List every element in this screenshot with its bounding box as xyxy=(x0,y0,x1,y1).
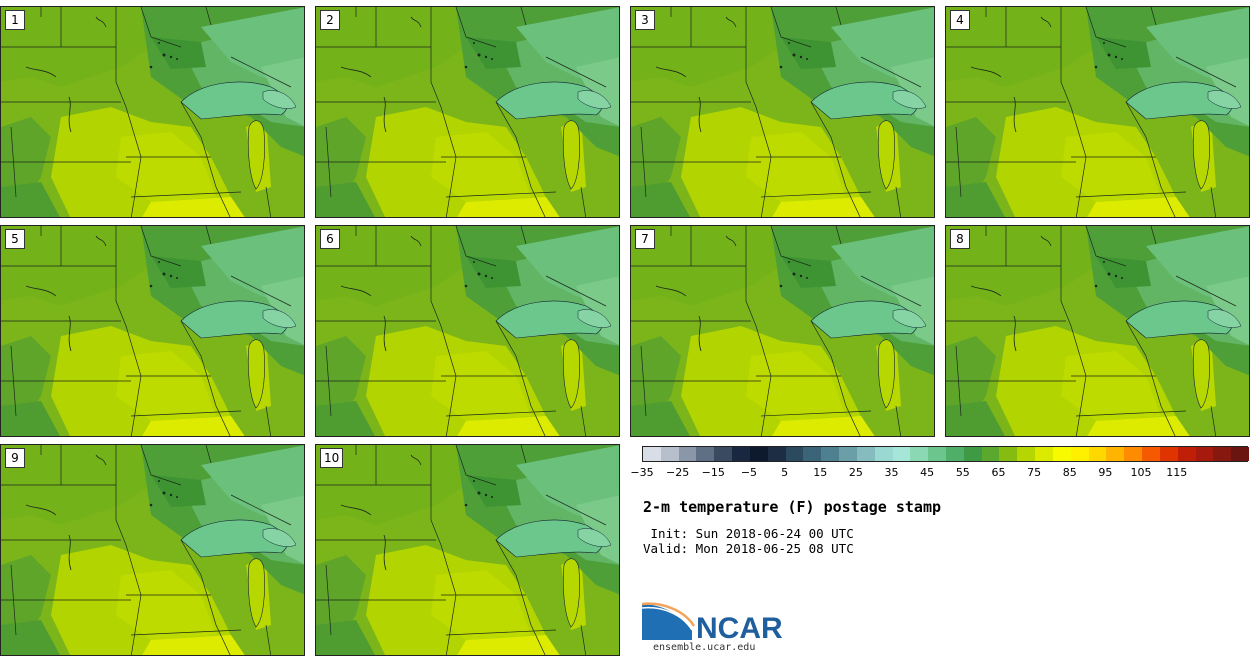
colorbar-swatch xyxy=(1213,447,1231,461)
colorbar-swatch xyxy=(875,447,893,461)
colorbar-swatch xyxy=(1106,447,1124,461)
colorbar-swatch xyxy=(1231,447,1249,461)
colorbar-swatch xyxy=(1142,447,1160,461)
member-panel: 7 xyxy=(630,225,935,437)
temperature-map xyxy=(316,226,620,437)
colorbar-swatch xyxy=(1124,447,1142,461)
member-number-label: 2 xyxy=(320,10,340,30)
colorbar-swatch xyxy=(893,447,911,461)
colorbar-swatch xyxy=(1178,447,1196,461)
member-panel: 1 xyxy=(0,6,305,218)
colorbar-swatch xyxy=(910,447,928,461)
colorbar-tick-label: 95 xyxy=(1098,466,1112,479)
colorbar-swatch xyxy=(750,447,768,461)
colorbar-swatch xyxy=(786,447,804,461)
colorbar-tick-label: 105 xyxy=(1131,466,1152,479)
colorbar-tick-label: 85 xyxy=(1063,466,1077,479)
colorbar-swatch xyxy=(732,447,750,461)
member-number-label: 7 xyxy=(635,229,655,249)
member-number-label: 6 xyxy=(320,229,340,249)
colorbar-tick-label: −5 xyxy=(741,466,757,479)
member-number-label: 9 xyxy=(5,448,25,468)
colorbar-swatch xyxy=(643,447,661,461)
temperature-map xyxy=(1,445,305,656)
colorbar-swatch xyxy=(857,447,875,461)
temperature-map xyxy=(946,7,1250,218)
colorbar-swatch xyxy=(714,447,732,461)
member-number-label: 5 xyxy=(5,229,25,249)
colorbar-swatch xyxy=(821,447,839,461)
colorbar-tick-label: 55 xyxy=(956,466,970,479)
temperature-map xyxy=(631,226,935,437)
page-title: 2-m temperature (F) postage stamp xyxy=(643,498,941,516)
colorbar-swatch xyxy=(999,447,1017,461)
temperature-map xyxy=(316,445,620,656)
colorbar-swatch xyxy=(768,447,786,461)
member-number-label: 8 xyxy=(950,229,970,249)
colorbar-tick-labels: −35 −25 −15 −5 5 15 25 35 45 55 65 75 85 95 105 115 xyxy=(642,466,1248,480)
colorbar-tick-label: 5 xyxy=(781,466,788,479)
temperature-map xyxy=(1,7,305,218)
colorbar-tick-label: 15 xyxy=(813,466,827,479)
colorbar-swatch xyxy=(1017,447,1035,461)
colorbar-tick-label: −25 xyxy=(666,466,689,479)
member-number-label: 3 xyxy=(635,10,655,30)
colorbar-swatch xyxy=(1089,447,1107,461)
colorbar-tick-label: 75 xyxy=(1027,466,1041,479)
colorbar-swatch xyxy=(1071,447,1089,461)
colorbar-swatch xyxy=(982,447,1000,461)
member-number-label: 10 xyxy=(320,448,343,468)
temperature-map xyxy=(1,226,305,437)
ncar-logo: NCAR xyxy=(642,600,802,642)
colorbar-swatch xyxy=(1053,447,1071,461)
member-panel: 10 xyxy=(315,444,620,656)
init-time: Init: Sun 2018-06-24 00 UTC xyxy=(643,526,854,541)
colorbar-swatch xyxy=(946,447,964,461)
member-number-label: 4 xyxy=(950,10,970,30)
colorbar-tick-label: 45 xyxy=(920,466,934,479)
temperature-colorbar xyxy=(642,446,1248,462)
valid-time: Valid: Mon 2018-06-25 08 UTC xyxy=(643,541,854,556)
colorbar-swatch xyxy=(1196,447,1214,461)
member-panel: 6 xyxy=(315,225,620,437)
logo-text: NCAR xyxy=(696,612,783,642)
colorbar-swatch xyxy=(839,447,857,461)
temperature-map xyxy=(316,7,620,218)
member-panel: 2 xyxy=(315,6,620,218)
member-number-label: 1 xyxy=(5,10,25,30)
member-panel: 3 xyxy=(630,6,935,218)
colorbar-swatch xyxy=(696,447,714,461)
colorbar-tick-label: 115 xyxy=(1166,466,1187,479)
colorbar-swatch xyxy=(1035,447,1053,461)
logo-url: ensemble.ucar.edu xyxy=(653,642,755,653)
temperature-map xyxy=(946,226,1250,437)
colorbar-tick-label: −35 xyxy=(630,466,653,479)
colorbar-swatch xyxy=(928,447,946,461)
member-panel: 8 xyxy=(945,225,1250,437)
member-panel: 9 xyxy=(0,444,305,656)
colorbar-tick-label: 65 xyxy=(991,466,1005,479)
member-panel: 5 xyxy=(0,225,305,437)
temperature-map xyxy=(631,7,935,218)
colorbar-swatch xyxy=(679,447,697,461)
colorbar-swatch xyxy=(661,447,679,461)
colorbar-tick-label: −15 xyxy=(702,466,725,479)
logo-swoosh xyxy=(642,604,692,640)
colorbar-swatch xyxy=(1160,447,1178,461)
member-panel: 4 xyxy=(945,6,1250,218)
colorbar-tick-label: 25 xyxy=(849,466,863,479)
colorbar-swatch xyxy=(964,447,982,461)
colorbar-tick-label: 35 xyxy=(885,466,899,479)
colorbar-swatch xyxy=(803,447,821,461)
